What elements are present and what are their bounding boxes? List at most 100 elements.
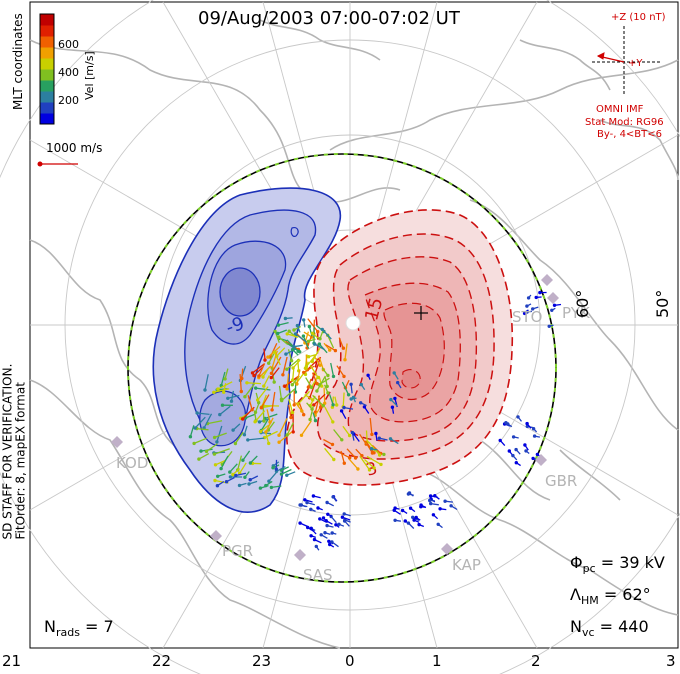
velocity-vector xyxy=(348,457,359,470)
velocity-vector-origin xyxy=(356,467,360,471)
velocity-vector-origin xyxy=(245,381,249,385)
velocity-vector-origin xyxy=(389,397,393,402)
velocity-vector xyxy=(206,443,218,452)
velocity-vector-origin xyxy=(269,485,274,490)
velocity-vector-origin xyxy=(280,398,284,403)
velocity-vector-origin xyxy=(360,454,364,458)
stat-lambda-hm-symbol: Λ xyxy=(570,585,581,604)
velocity-vector xyxy=(278,336,289,346)
velocity-vector-origin xyxy=(531,456,535,461)
velocity-vector-origin xyxy=(526,296,531,300)
hm-boundary-dash xyxy=(127,153,557,583)
velocity-vector xyxy=(224,368,229,380)
velocity-vector xyxy=(300,420,312,436)
velocity-vector-origin xyxy=(248,461,253,465)
velocity-vector xyxy=(296,369,301,385)
velocity-vector-origin xyxy=(449,504,453,508)
velocity-vector-origin xyxy=(304,364,309,369)
velocity-vector-origin xyxy=(306,385,311,389)
velocity-vector-origin xyxy=(310,359,314,364)
preview-note: NOTE: FOR PREVIEW PURPOSES ONLY. PLEASE … xyxy=(0,180,28,540)
stat-phi-pc-value: = 39 kV xyxy=(600,553,665,572)
velocity-vector xyxy=(220,371,226,386)
velocity-vector xyxy=(247,395,253,410)
imf-z-label: +Z (10 nT) xyxy=(611,12,666,23)
velocity-vector-origin xyxy=(516,415,520,419)
velocity-vector xyxy=(314,343,325,351)
velocity-vector-origin xyxy=(212,435,217,440)
velocity-vector-origin xyxy=(362,405,367,409)
colorbar-tick-600: 600 xyxy=(58,38,79,51)
velocity-vector xyxy=(189,425,195,437)
velocity-vector-origin xyxy=(369,447,374,451)
velocity-vector xyxy=(307,318,319,333)
velocity-vector-origin xyxy=(263,358,267,362)
velocity-vector-origin xyxy=(523,443,527,447)
velocity-vector xyxy=(278,431,293,443)
velocity-vector xyxy=(281,468,292,475)
velocity-vector-origin xyxy=(284,352,288,356)
velocity-vector-origin xyxy=(197,457,201,461)
velocity-vector xyxy=(264,413,278,420)
velocity-vector-origin xyxy=(291,378,295,382)
velocity-vector xyxy=(314,403,324,416)
velocity-vector-origin xyxy=(295,323,300,328)
velocity-vector-origin xyxy=(316,506,320,510)
velocity-vector-origin xyxy=(341,346,346,350)
radar-site-sas xyxy=(294,549,306,561)
velocity-vector-origin xyxy=(374,431,378,436)
velocity-vector-origin xyxy=(215,484,220,488)
velocity-vector-origin xyxy=(316,375,320,380)
velocity-vector xyxy=(196,427,209,431)
stat-n-rads-value: = 7 xyxy=(85,617,114,636)
velocity-vector-origin xyxy=(301,334,306,338)
velocity-vector-origin xyxy=(285,433,289,437)
velocity-vector-origin xyxy=(272,350,277,354)
velocity-vector-origin xyxy=(216,387,220,391)
velocity-vector xyxy=(342,392,345,407)
velocity-vector-origin xyxy=(307,324,312,329)
velocity-vector-origin xyxy=(269,371,274,375)
velocity-vector-origin xyxy=(276,331,280,336)
velocity-vector-origin xyxy=(351,395,356,399)
stat-n-rads-subscript: rads xyxy=(55,626,80,640)
velocity-vector xyxy=(310,376,318,388)
velocity-vector xyxy=(270,367,280,379)
latitude-label-50: 50° xyxy=(653,290,672,318)
velocity-vector-origin xyxy=(514,461,518,465)
velocity-vector xyxy=(242,450,251,461)
radar-site-gbr xyxy=(535,454,547,466)
velocity-vector-origin xyxy=(367,468,372,472)
pole-marker xyxy=(345,315,361,331)
velocity-vector-origin xyxy=(342,461,346,465)
velocity-vector-origin xyxy=(309,507,313,511)
velocity-vector-origin xyxy=(302,318,306,322)
velocity-vector xyxy=(263,375,270,387)
velocity-vector-origin xyxy=(314,544,318,549)
velocity-vector-origin xyxy=(330,442,335,447)
velocity-vector-origin xyxy=(321,516,326,520)
velocity-vector-origin xyxy=(285,473,289,477)
colorbar-segment xyxy=(40,14,54,26)
colorbar-tick-400: 400 xyxy=(58,66,79,79)
velocity-vector-origin xyxy=(414,515,418,520)
velocity-vector-origin xyxy=(406,492,411,496)
velocity-vector xyxy=(298,402,305,415)
velocity-vector xyxy=(333,429,343,441)
velocity-vector-origin xyxy=(343,518,347,522)
velocity-vector-origin xyxy=(203,388,207,392)
coordinates-label: MLT coordinates xyxy=(11,13,25,110)
reference-vector-label: 1000 m/s xyxy=(46,141,102,155)
latitude-label-60: 60° xyxy=(573,290,592,318)
velocity-vector-origin xyxy=(252,373,256,378)
velocity-vector-origin xyxy=(340,438,344,442)
velocity-vector-origin xyxy=(325,500,329,505)
velocity-vector-origin xyxy=(283,316,288,321)
velocity-vector-origin xyxy=(309,526,313,531)
velocity-vector-origin xyxy=(419,503,423,507)
velocity-vector xyxy=(193,437,208,445)
velocity-vector-origin xyxy=(550,308,554,312)
velocity-vector-origin xyxy=(259,406,264,410)
velocity-vector xyxy=(234,431,244,444)
velocity-vector-origin xyxy=(254,386,258,390)
